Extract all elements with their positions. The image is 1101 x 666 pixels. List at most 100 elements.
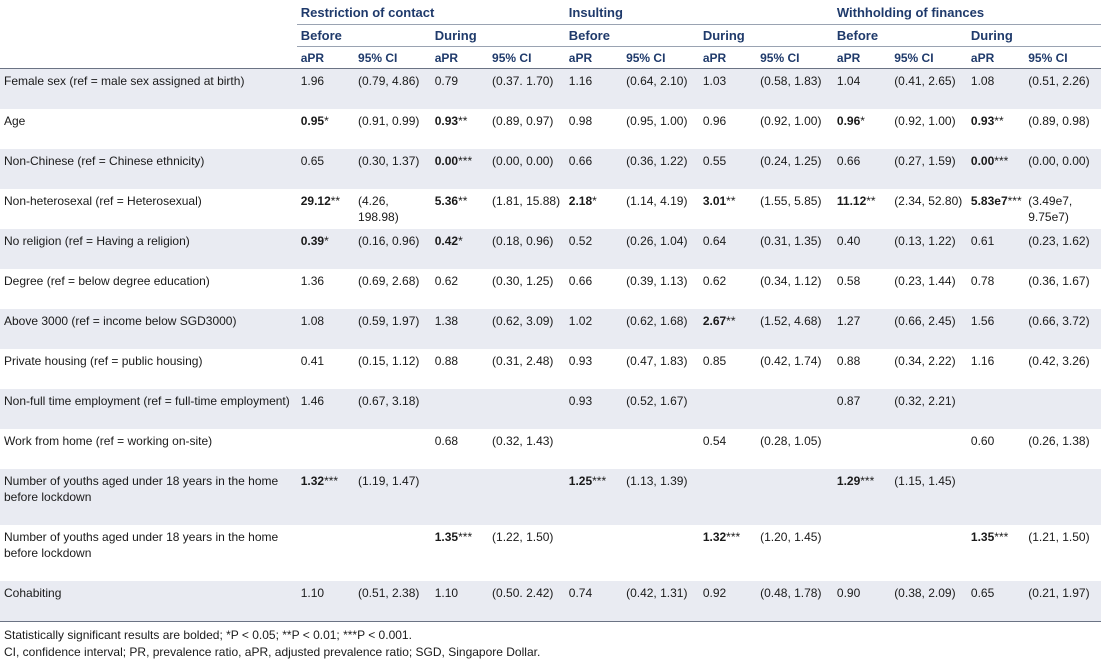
apr-cell: 0.93**	[967, 109, 1024, 149]
cell-value: 0.62	[702, 274, 727, 288]
ci-cell: (4.26, 198.98)	[354, 189, 431, 229]
ci-cell: (0.64, 2.10)	[622, 68, 699, 109]
significance-stars: ***	[324, 474, 339, 488]
cell-value: (0.32, 1.43)	[492, 434, 554, 448]
cell-value: 0.39	[300, 234, 325, 248]
row-label: Number of youths aged under 18 years in …	[4, 530, 279, 560]
apr-cell: 0.96	[699, 109, 756, 149]
cell-value: (1.52, 4.68)	[760, 314, 822, 328]
ci-cell: (0.95, 1.00)	[622, 109, 699, 149]
apr-cell: 0.95*	[297, 109, 354, 149]
cell-value: 3.01	[702, 194, 727, 208]
ci-cell: (0.16, 0.96)	[354, 229, 431, 269]
apr-cell: 1.16	[564, 68, 623, 109]
period-before: Before	[564, 24, 699, 47]
apr-cell: 1.25***	[564, 469, 623, 525]
ci-cell: (0.39, 1.13)	[622, 269, 699, 309]
apr-cell: 0.00***	[966, 149, 1025, 189]
significance-stars: *	[458, 234, 463, 248]
footnotes: Statistically significant results are bo…	[0, 622, 1101, 661]
ci-cell	[488, 469, 565, 525]
ci-cell: (0.59, 1.97)	[354, 309, 431, 349]
cell-value: 0.68	[434, 434, 459, 448]
cell-value: (0.89, 0.97)	[492, 114, 554, 128]
cell-value: 2.18	[568, 194, 593, 208]
cell-value: (0.51, 2.38)	[358, 586, 420, 600]
ci-cell: (0.18, 0.96)	[488, 229, 565, 269]
cell-value: 0.90	[836, 586, 861, 600]
ci-cell: (0.42, 3.26)	[1024, 349, 1101, 389]
cell-value: (0.95, 1.00)	[626, 114, 688, 128]
cell-value: 0.96	[836, 114, 861, 128]
row-label: Cohabiting	[0, 581, 297, 622]
apr-cell: 0.65	[296, 149, 355, 189]
apr-cell: 0.62	[699, 269, 756, 309]
apr-cell	[833, 525, 890, 581]
period-during: During	[698, 24, 833, 47]
cell-value: 0.65	[970, 586, 995, 600]
cell-value: 1.56	[970, 314, 995, 328]
row-label: Age	[4, 114, 26, 128]
row-label: Above 3000 (ref = income below SGD3000)	[0, 309, 297, 349]
cell-value: (0.24, 1.25)	[760, 154, 822, 168]
apr-cell	[698, 389, 757, 429]
table-row: Private housing (ref = public housing) 0.…	[0, 349, 1101, 389]
cell-value: (0.15, 1.12)	[358, 354, 420, 368]
apr-cell: 0.92	[698, 581, 757, 622]
ci-cell: (0.36, 1.67)	[1024, 269, 1101, 309]
ci-cell: (0.92, 1.00)	[756, 109, 833, 149]
ci-cell: (0.15, 1.12)	[354, 349, 431, 389]
stat-col-apr: aPR	[966, 46, 1025, 69]
ci-cell	[354, 525, 431, 581]
cell-value: 1.35	[434, 530, 459, 544]
ci-cell: (1.19, 1.47)	[354, 469, 431, 525]
ci-cell: (0.23, 1.62)	[1024, 229, 1101, 269]
cell-value: 1.10	[300, 586, 325, 600]
cell-value: 0.93	[568, 354, 593, 368]
ci-cell: (0.00, 0.00)	[488, 149, 565, 189]
apr-cell: 0.96*	[833, 109, 890, 149]
ci-cell: (1.81, 15.88)	[488, 189, 565, 229]
period-before: Before	[296, 24, 431, 47]
apr-cell	[833, 429, 890, 469]
cell-value: 0.93	[568, 394, 593, 408]
header-row-groups: Restriction of contact Insulting Withhol…	[0, 0, 1101, 25]
apr-cell: 0.52	[564, 229, 623, 269]
significance-stars: ***	[1007, 194, 1022, 208]
cell-value: 29.12	[300, 194, 331, 208]
prevalence-ratio-table: Restriction of contact Insulting Withhol…	[0, 0, 1101, 622]
cell-value: 0.92	[702, 586, 727, 600]
apr-cell: 1.10	[296, 581, 355, 622]
cell-value: 1.16	[970, 354, 995, 368]
stat-col-ci: 95% CI	[1024, 46, 1101, 69]
apr-cell: 0.40	[832, 229, 891, 269]
significance-stars: ***	[994, 530, 1009, 544]
apr-cell: 1.36	[297, 269, 354, 309]
ci-cell: (1.15, 1.45)	[890, 469, 967, 525]
cell-value: (0.28, 1.05)	[760, 434, 822, 448]
apr-cell: 1.10	[430, 581, 489, 622]
cell-value: (1.21, 1.50)	[1028, 530, 1090, 544]
ci-cell: (0.51, 2.38)	[354, 581, 431, 622]
apr-cell: 0.64	[698, 229, 757, 269]
ci-cell: (0.31, 1.35)	[756, 229, 833, 269]
cell-value: 11.12	[836, 194, 867, 208]
apr-cell: 2.18*	[565, 189, 622, 229]
cell-value: 0.66	[836, 154, 861, 168]
cell-value: 0.66	[568, 274, 593, 288]
cell-value: 0.93	[970, 114, 995, 128]
apr-cell: 11.12**	[833, 189, 890, 229]
cell-value: (0.48, 1.78)	[760, 586, 822, 600]
significance-stars: **	[726, 194, 736, 208]
ci-cell: (0.92, 1.00)	[890, 109, 967, 149]
ci-cell: (0.21, 1.97)	[1024, 581, 1101, 622]
apr-cell: 2.67**	[698, 309, 757, 349]
stat-col-ci: 95% CI	[890, 46, 967, 69]
ci-cell: (0.79, 4.86)	[354, 68, 431, 109]
apr-cell: 1.29***	[832, 469, 891, 525]
ci-cell: (1.52, 4.68)	[756, 309, 833, 349]
apr-cell: 1.38	[430, 309, 489, 349]
significance-stars: *	[324, 114, 329, 128]
cell-value: 0.78	[970, 274, 995, 288]
cell-value: (0.69, 2.68)	[358, 274, 420, 288]
